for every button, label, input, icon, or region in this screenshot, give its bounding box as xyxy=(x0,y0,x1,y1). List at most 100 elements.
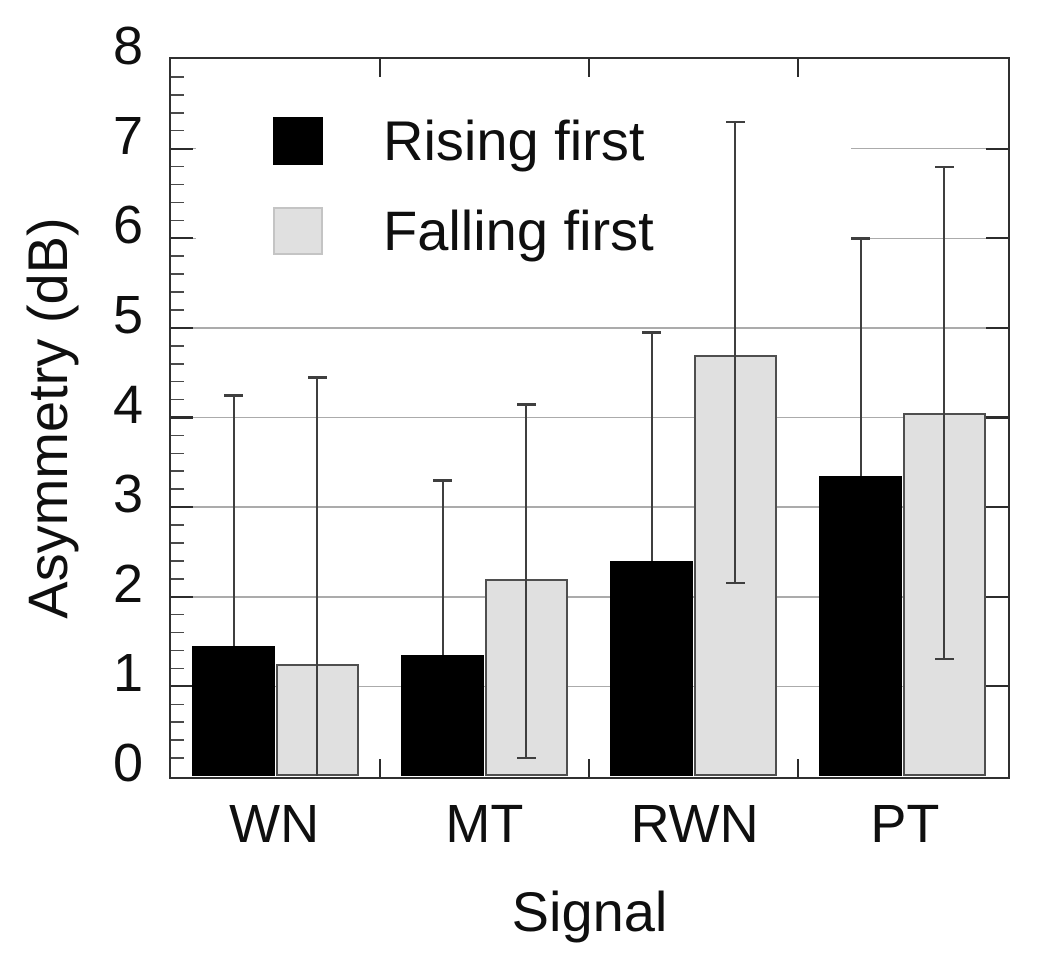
y-axis-major-tick-left xyxy=(171,237,193,240)
y-axis-minor-tick xyxy=(171,165,184,168)
x-axis-boundary-tick-bottom xyxy=(379,759,381,777)
y-axis-minor-tick xyxy=(171,739,184,741)
y-tick-label-7: 7 xyxy=(112,105,143,166)
y-axis-minor-tick xyxy=(171,291,184,293)
y-axis-minor-tick xyxy=(171,721,184,724)
legend-label-falling-first: Falling first xyxy=(383,199,654,262)
x-axis-boundary-tick-bottom xyxy=(588,759,590,777)
y-axis-minor-tick xyxy=(171,703,184,706)
y-axis-major-tick-right xyxy=(986,506,1008,509)
y-tick-label-8: 8 xyxy=(112,16,143,76)
y-axis-major-tick-left xyxy=(171,685,193,688)
y-axis-minor-tick xyxy=(171,362,184,365)
y-axis-minor-tick xyxy=(171,434,184,437)
error-bar-top-cap xyxy=(851,237,871,240)
gridline-y3 xyxy=(171,506,1008,508)
y-axis-minor-tick xyxy=(171,129,184,132)
y-axis-major-tick-right xyxy=(986,685,1008,688)
y-axis-minor-tick xyxy=(171,649,184,652)
error-bar-top-cap xyxy=(224,394,244,397)
y-axis-minor-tick xyxy=(171,255,184,257)
legend-swatch-rising-first xyxy=(273,117,323,165)
error-bar-bottom-cap xyxy=(934,657,954,661)
error-bar-RWN xyxy=(650,332,653,561)
y-axis-minor-tick xyxy=(171,578,184,580)
y-axis-minor-tick xyxy=(171,542,184,544)
error-bar-top-cap xyxy=(433,479,453,482)
y-axis-major-tick-right xyxy=(986,147,1008,150)
x-tick-label-WN: WN xyxy=(229,794,320,854)
y-axis-major-tick-right xyxy=(986,237,1008,240)
error-bar-WN xyxy=(316,377,319,776)
error-bar-bottom-cap xyxy=(725,581,745,585)
y-axis-major-tick-left xyxy=(171,326,193,329)
x-tick-label-MT: MT xyxy=(445,794,524,854)
y-axis-major-tick-left xyxy=(171,595,193,598)
x-axis-boundary-tick-top xyxy=(797,59,799,77)
y-axis-minor-tick xyxy=(171,613,184,616)
bar-rising-first-RWN xyxy=(609,560,694,776)
y-axis-minor-tick xyxy=(171,452,184,455)
y-axis-minor-tick xyxy=(171,183,184,186)
y-axis-major-tick-right xyxy=(986,595,1008,598)
error-bar-RWN xyxy=(734,121,737,584)
y-tick-label-3: 3 xyxy=(112,464,143,525)
y-axis-minor-tick xyxy=(171,219,184,222)
legend-label-rising-first: Rising first xyxy=(383,109,645,172)
error-bar-bottom-cap xyxy=(516,756,536,760)
x-tick-label-PT: PT xyxy=(870,794,940,854)
y-axis-minor-tick xyxy=(171,488,184,490)
y-axis-minor-tick xyxy=(171,757,184,759)
y-axis-major-tick-right xyxy=(986,326,1008,329)
error-bar-MT xyxy=(441,480,444,655)
y-axis-minor-tick xyxy=(171,380,184,383)
gridline-y2 xyxy=(171,596,1008,598)
error-bar-top-cap xyxy=(725,120,745,124)
error-bar-top-cap xyxy=(307,376,327,379)
y-axis-minor-tick xyxy=(171,345,184,347)
y-tick-label-1: 1 xyxy=(112,643,143,704)
x-axis-title: Signal xyxy=(511,880,668,943)
bar-rising-first-PT xyxy=(818,475,903,776)
y-axis-minor-tick xyxy=(171,111,184,114)
y-axis-minor-tick xyxy=(171,560,184,562)
y-tick-label-6: 6 xyxy=(112,195,143,256)
y-tick-label-5: 5 xyxy=(112,284,143,345)
y-axis-major-tick-left xyxy=(171,506,193,509)
y-axis-minor-tick xyxy=(171,76,184,78)
x-axis-boundary-tick-top xyxy=(379,59,381,77)
plot-area: Rising first Falling first xyxy=(169,57,1010,779)
y-axis-major-tick-right xyxy=(986,416,1008,419)
error-bar-PT xyxy=(859,238,862,476)
y-axis-minor-tick xyxy=(171,631,184,634)
error-bar-WN xyxy=(232,395,235,647)
legend-item-rising-first: Rising first xyxy=(273,109,645,172)
error-bar-top-cap xyxy=(516,403,536,406)
x-axis-boundary-tick-bottom xyxy=(797,759,799,777)
legend-swatch-falling-first xyxy=(273,207,323,255)
error-bar-PT xyxy=(943,166,946,660)
error-bar-MT xyxy=(525,404,528,759)
y-axis-major-tick-left xyxy=(171,147,193,150)
y-axis-minor-tick xyxy=(171,94,184,96)
y-axis-minor-tick xyxy=(171,273,184,275)
legend: Rising first Falling first xyxy=(196,89,851,277)
legend-item-falling-first: Falling first xyxy=(273,199,654,262)
y-axis-minor-tick xyxy=(171,667,184,670)
error-bar-top-cap xyxy=(642,331,662,334)
error-bar-top-cap xyxy=(934,165,954,169)
y-tick-label-4: 4 xyxy=(112,374,143,435)
y-axis-major-tick-left xyxy=(171,416,193,419)
bar-rising-first-MT xyxy=(400,655,485,776)
x-axis-boundary-tick-top xyxy=(588,59,590,77)
x-tick-label-RWN: RWN xyxy=(630,794,759,854)
bar-rising-first-WN xyxy=(191,646,276,776)
y-axis-minor-tick xyxy=(171,201,184,204)
y-axis-minor-tick xyxy=(171,470,184,473)
gridline-y5 xyxy=(171,327,1008,329)
gridline-y1 xyxy=(171,685,1008,688)
y-axis-minor-tick xyxy=(171,524,184,526)
y-tick-label-2: 2 xyxy=(112,553,143,614)
y-axis-minor-tick xyxy=(171,309,184,311)
